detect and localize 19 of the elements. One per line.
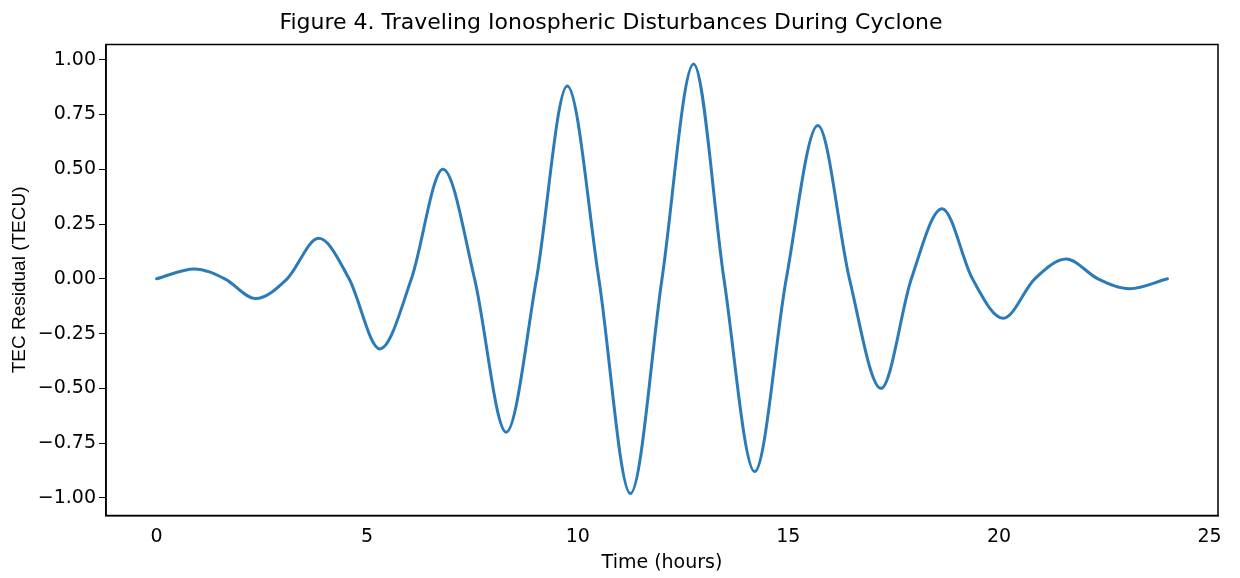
x-tick-label: 5 (361, 523, 374, 546)
line-series (155, 62, 1169, 495)
x-tick-label: 25 (1197, 523, 1222, 546)
y-tick-label: 0.50 (53, 156, 97, 179)
y-tick-label: −1.00 (37, 484, 97, 507)
y-tick-label: 0.25 (53, 210, 97, 233)
x-axis-title: Time (hours) (600, 549, 723, 572)
y-tick-label: −0.75 (37, 430, 97, 453)
y-tick-label: 1.00 (53, 46, 97, 69)
chart-title: Figure 4. Traveling Ionospheric Disturbances During Cyclone (279, 8, 943, 34)
x-tick-label: 20 (986, 523, 1012, 546)
y-tick-label: −0.25 (37, 320, 97, 343)
y-tick-label: 0.00 (53, 265, 97, 288)
y-tick-label: 0.75 (53, 101, 97, 124)
x-tick-label: 0 (150, 523, 163, 546)
y-axis-title: TEC Residual (TECU) (7, 186, 29, 374)
x-tick-label: 15 (776, 523, 801, 546)
y-tick-label: −0.50 (37, 375, 97, 398)
x-tick-label: 10 (565, 523, 590, 546)
